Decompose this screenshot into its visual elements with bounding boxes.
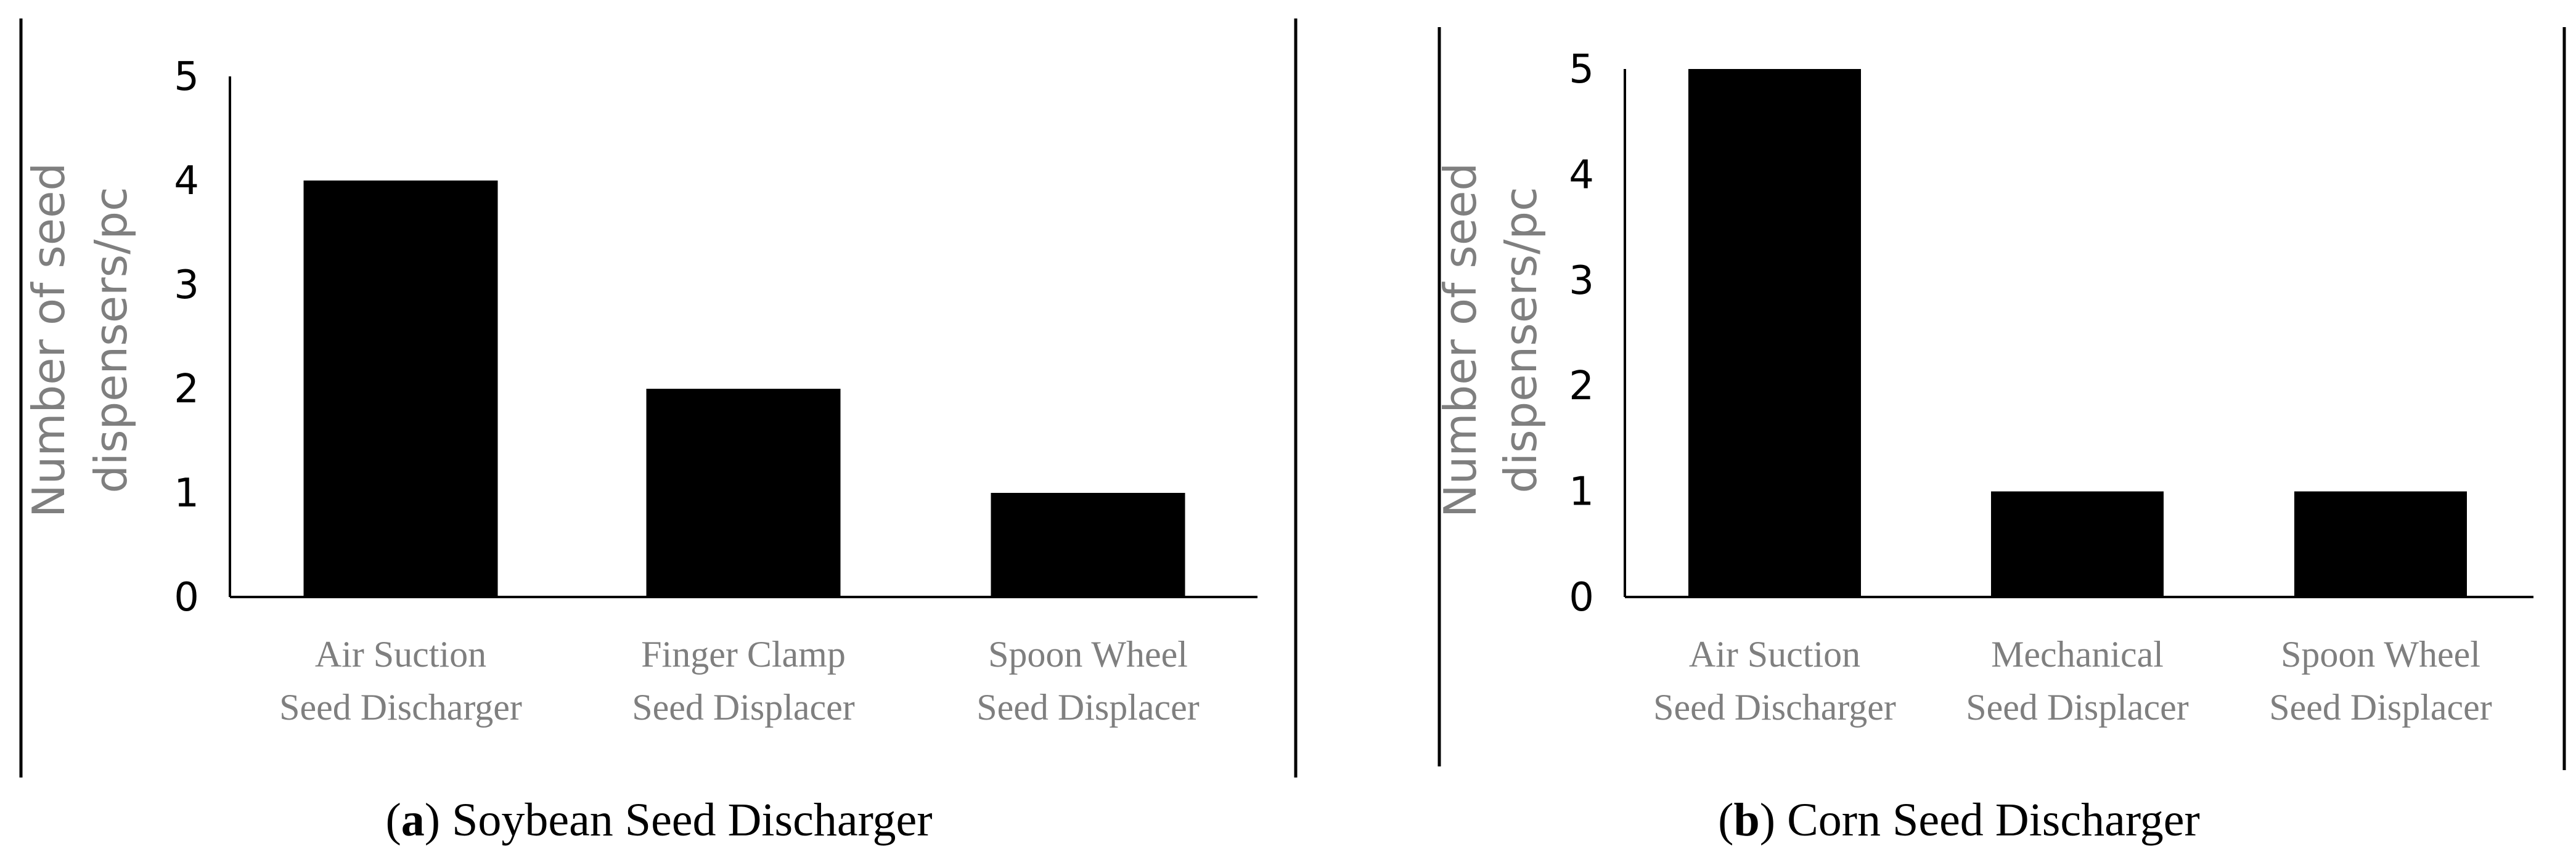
- caption-a-text: Soybean Seed Discharger: [452, 794, 932, 846]
- caption-b-text: Corn Seed Discharger: [1787, 794, 2200, 846]
- y-tick-label-a-4: 4: [174, 158, 199, 204]
- bar-a-3: [991, 493, 1185, 597]
- category-label-b-3-line2: Seed Displacer: [2269, 687, 2492, 728]
- bar-b-3: [2294, 491, 2467, 597]
- y-axis-title-a-line1: Number of seed: [23, 163, 75, 518]
- chart-panel-a: 0 1 2 3 4 5 Number of seed dispensers/pc Air Suc…: [23, 54, 1257, 728]
- y-tick-label-b-0: 0: [1569, 575, 1594, 620]
- category-label-b-1-line2: Seed Discharger: [1653, 687, 1896, 728]
- y-tick-label-a-0: 0: [174, 575, 199, 620]
- y-tick-label-b-2: 2: [1569, 363, 1594, 409]
- bar-a-1: [303, 181, 498, 597]
- category-label-b-3-line1: Spoon Wheel: [2281, 634, 2480, 675]
- y-tick-label-a-5: 5: [174, 54, 199, 100]
- bar-b-1: [1688, 69, 1861, 597]
- y-tick-label-a-2: 2: [174, 367, 199, 412]
- y-axis-title-a-line2: dispensers/pc: [85, 187, 137, 493]
- caption-a: (a) Soybean Seed Discharger: [385, 794, 932, 846]
- y-tick-label-b-5: 5: [1569, 47, 1594, 92]
- category-label-a-1-line1: Air Suction: [315, 634, 486, 675]
- y-tick-label-b-1: 1: [1569, 469, 1594, 515]
- y-tick-label-b-4: 4: [1569, 152, 1594, 198]
- y-tick-label-b-3: 3: [1569, 258, 1594, 304]
- category-label-a-2-line1: Finger Clamp: [641, 634, 846, 675]
- y-tick-label-a-1: 1: [174, 471, 199, 516]
- bar-b-2: [1991, 491, 2164, 597]
- category-label-a-1-line2: Seed Discharger: [279, 687, 522, 728]
- y-tick-label-a-3: 3: [174, 262, 199, 308]
- chart-panel-b: 0 1 2 3 4 5 Number of seed dispensers/pc Air Suc…: [1434, 47, 2533, 728]
- bar-a-2: [646, 389, 841, 597]
- category-label-b-2-line1: Mechanical: [1991, 634, 2164, 675]
- y-axis-title-b-line2: dispensers/pc: [1495, 187, 1547, 493]
- category-label-b-2-line2: Seed Displacer: [1966, 687, 2189, 728]
- category-label-a-3-line1: Spoon Wheel: [988, 634, 1188, 675]
- y-axis-title-b-line1: Number of seed: [1434, 163, 1486, 518]
- category-label-a-3-line2: Seed Displacer: [976, 687, 1200, 728]
- category-label-a-2-line2: Seed Displacer: [632, 687, 855, 728]
- caption-b: (b) Corn Seed Discharger: [1718, 794, 2200, 846]
- category-label-b-1-line1: Air Suction: [1689, 634, 1860, 675]
